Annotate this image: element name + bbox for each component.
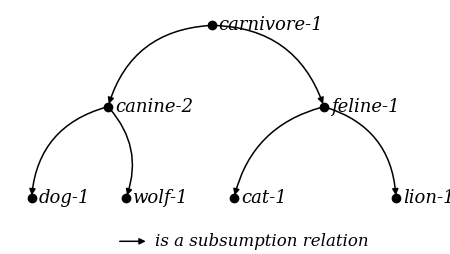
Text: feline-1: feline-1 (331, 98, 400, 116)
Text: wolf-1: wolf-1 (133, 189, 189, 207)
Text: canine-2: canine-2 (115, 98, 193, 116)
Text: lion-1: lion-1 (403, 189, 450, 207)
Text: dog-1: dog-1 (38, 189, 90, 207)
Text: is a subsumption relation: is a subsumption relation (155, 233, 369, 250)
Text: carnivore-1: carnivore-1 (218, 17, 323, 34)
Text: cat-1: cat-1 (241, 189, 287, 207)
